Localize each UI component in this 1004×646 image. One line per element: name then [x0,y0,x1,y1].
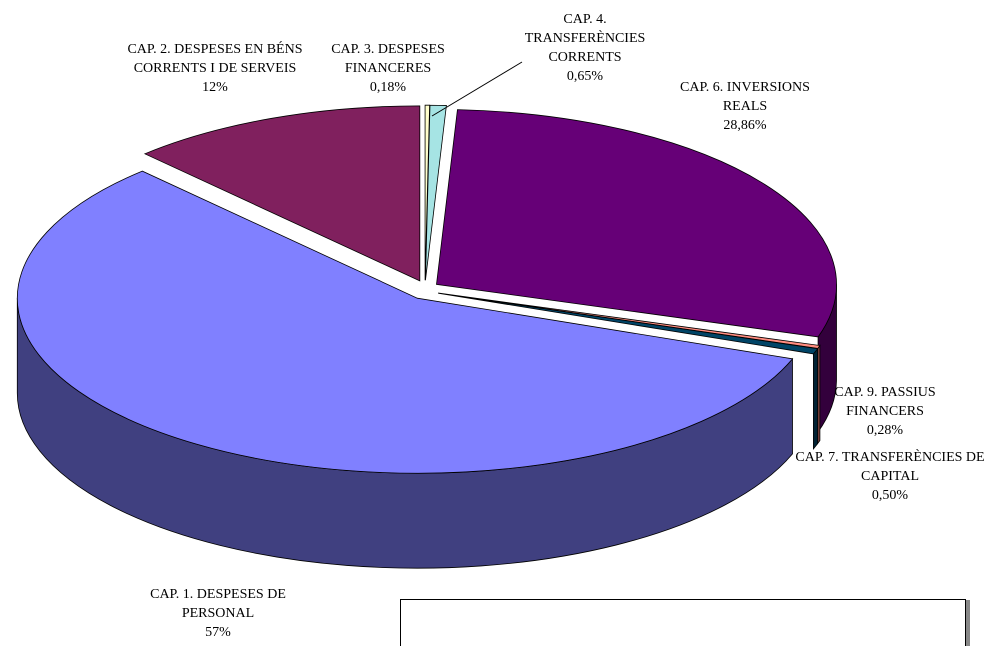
slice [438,292,819,355]
box-shadow [965,600,970,646]
value-label: 0,18% [369,80,407,95]
slice-label: CAP. 7. TRANSFERÈNCIES DE CAPITAL 0,50% [773,448,1004,505]
slice-label: CAP. 6. INVERSIONS REALS 28,86% [665,78,825,135]
category-name: CAP. 9. PASSIUS FINANCERS [834,385,936,419]
value-label: 0,28% [866,423,904,438]
pie-tops [16,104,837,474]
slice [143,105,421,282]
box [400,599,966,646]
value-label: 0,65% [566,69,604,84]
category-name: CAP. 1. DESPESES DE PERSONAL [150,587,286,621]
slice-label: CAP. 1. DESPESES DE PERSONAL 57% [118,585,318,642]
category-name: CAP. 3. DESPESES FINANCERES [331,42,445,76]
category-name: CAP. 4. TRANSFERÈNCIES CORRENTS [524,12,646,65]
value-label: 57% [205,625,231,640]
slice-label: CAP. 9. PASSIUS FINANCERS 0,28% [820,383,950,440]
slice-side [813,347,819,450]
slice-label: CAP. 4. TRANSFERÈNCIES CORRENTS 0,65% [515,10,655,86]
value-label: 0,50% [871,488,909,503]
slice-label: CAP. 3. DESPESES FINANCERES 0,18% [313,40,463,97]
value-label: 12% [202,80,228,95]
category-name: CAP. 6. INVERSIONS REALS [680,80,810,114]
category-name: CAP. 7. TRANSFERÈNCIES DE CAPITAL [795,450,985,484]
leader-line [431,61,523,117]
value-label: 28,86% [723,118,767,133]
slice-label: CAP. 2. DESPESES EN BÉNS CORRENTS I DE S… [113,40,318,97]
slice [425,104,447,281]
category-name: CAP. 2. DESPESES EN BÉNS CORRENTS I DE S… [127,42,303,76]
slice [16,170,794,474]
slice [436,109,837,338]
